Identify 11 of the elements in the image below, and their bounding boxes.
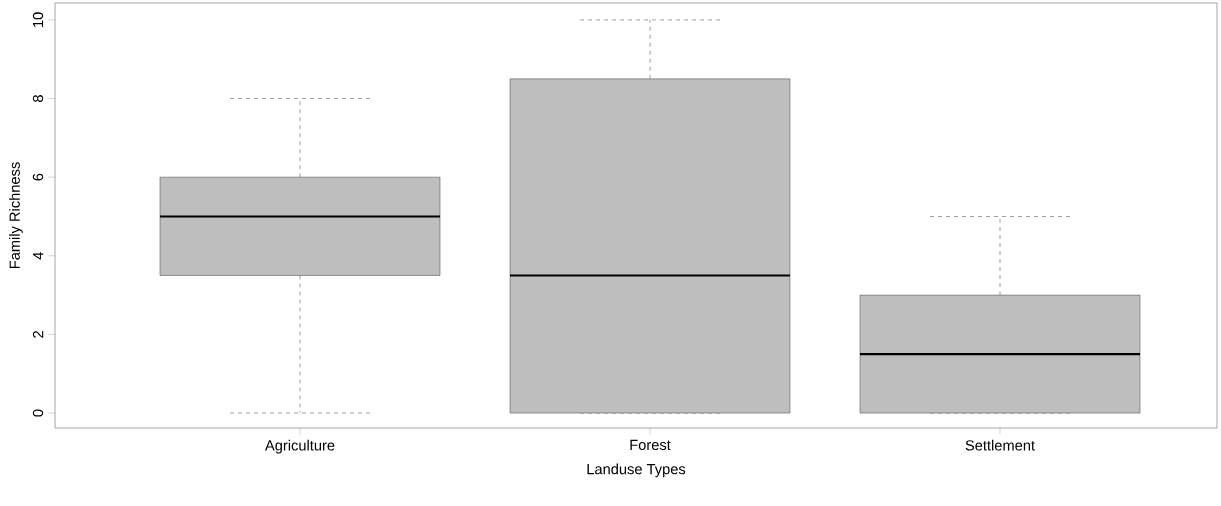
y-tick-label: 6 — [32, 173, 44, 181]
y-tick-label: 0 — [32, 409, 44, 417]
x-tick-label: Settlement — [965, 439, 1035, 451]
x-axis-title: Landuse Types — [587, 463, 686, 478]
y-tick-label: 4 — [33, 252, 44, 260]
y-tick-label: 2 — [32, 331, 44, 338]
y-tick-label: 8 — [32, 95, 44, 102]
y-tick-label: 10 — [32, 12, 44, 27]
x-tick-label: Forest — [630, 439, 671, 451]
y-axis-title: Family Richness — [9, 162, 23, 269]
x-tick-label: Agriculture — [264, 439, 335, 454]
